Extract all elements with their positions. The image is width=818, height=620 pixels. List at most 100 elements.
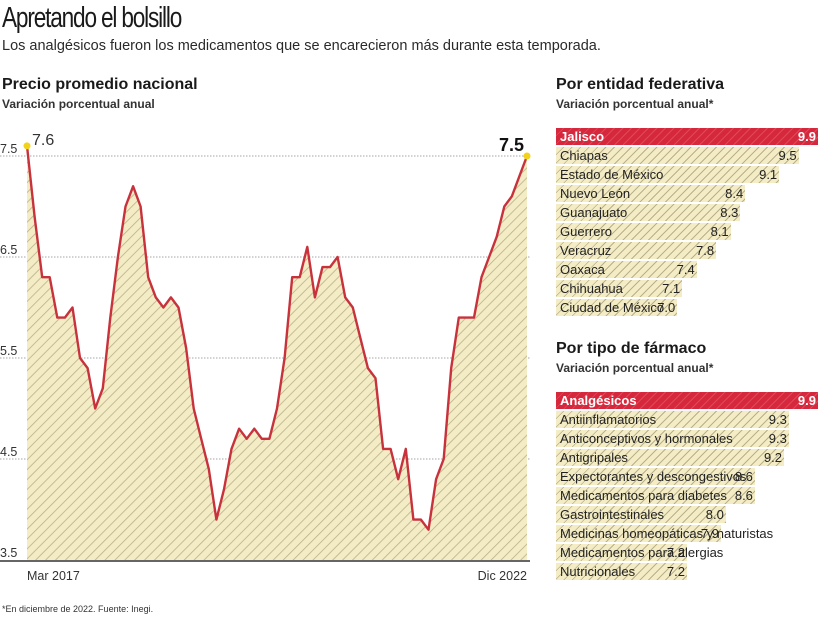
state-bar [556,128,818,145]
drug-bar-row: Medicamentos para alergias 7.2 [556,543,818,562]
drug-bar-value: 9.9 [797,393,816,408]
state-bar [556,299,678,316]
state-bar-label: Ciudad de México [560,300,665,315]
state-bar-value: 7.8 [696,243,715,258]
drug-bar-value: 7.2 [666,564,685,579]
line-chart-title: Precio promedio nacional [2,76,198,93]
annotation-end: 7.5 [499,135,524,155]
y-tick-label: 6.5 [0,243,17,257]
drug-bar-value: 7.9 [700,526,719,541]
state-bar-label: Nuevo León [560,186,631,201]
state-bar-label: Chihuahua [560,281,623,296]
state-bar-value: 9.1 [759,167,778,182]
state-bar-row: Guanajuato 8.3 [556,203,818,222]
drug-bar-chart: Analgésicos 9.9 Antiinflamatorios 9.3 Antico… [556,391,818,581]
state-bar-value: 7.0 [657,300,676,315]
state-bar [556,185,746,202]
state-bar-label: Estado de México [560,167,664,182]
drug-bar-row: Anticonceptivos y hormonales 9.3 [556,429,818,448]
y-tick-label: 7.5 [0,142,17,156]
y-tick-label: 5.5 [0,344,17,358]
state-chart-subtitle: Variación porcentual anual* [556,97,714,111]
state-bar-row: Estado de México 9.1 [556,165,818,184]
drug-bar-value: 7.2 [666,545,685,560]
state-bar [556,280,683,297]
drug-bar-value: 8.6 [734,469,753,484]
drug-bar-label: Medicamentos para diabetes [560,488,727,503]
drug-chart-subtitle: Variación porcentual anual* [556,361,714,375]
state-bar-row: Oaxaca 7.4 [556,260,818,279]
state-bar-row: Veracruz 7.8 [556,241,818,260]
drug-bar-label: Gastrointestinales [560,507,665,522]
state-bar-value: 9.5 [778,148,797,163]
page-title: Apretando el bolsillo [2,2,182,34]
footnote: *En diciembre de 2022. Fuente: Inegi. [2,604,154,614]
drug-bar [556,563,687,580]
drug-bar-value: 9.3 [768,412,787,427]
state-bar-value: 7.4 [676,262,695,277]
drug-bar-label: Anticonceptivos y hormonales [560,431,733,446]
drug-bar-value: 9.2 [763,450,783,465]
state-bar-value: 8.1 [710,224,729,239]
y-tick-label: 3.5 [0,546,17,560]
drug-bar [556,506,726,523]
drug-bar-row: Antigripales 9.2 [556,448,818,467]
drug-bar-label: Medicinas homeopáticas y naturistas [560,526,774,541]
drug-bar-row: Medicamentos para diabetes 8.6 [556,486,818,505]
state-bar-value: 7.1 [662,281,681,296]
end-point [523,152,531,160]
drug-bar [556,468,755,485]
drug-bar-value: 8.0 [705,507,724,522]
line-chart-subtitle: Variación porcentual anual [2,97,155,111]
drug-bar [556,544,687,561]
drug-bar-label: Nutricionales [560,564,636,579]
state-bar-label: Jalisco [560,129,605,144]
state-bar-row: Ciudad de México 7.0 [556,298,818,317]
x-tick-end: Dic 2022 [478,569,527,583]
drug-bar-label: Antiinflamatorios [560,412,657,427]
drug-bar-label: Medicamentos para alergias [560,545,724,560]
state-bar-label: Oaxaca [560,262,605,277]
drug-bar-label: Antigripales [560,450,628,465]
page-subtitle: Los analgésicos fueron los medicamentos … [2,38,601,54]
state-bar-row: Guerrero 8.1 [556,222,818,241]
state-bar [556,242,717,259]
drug-bar-value: 8.6 [734,488,753,503]
state-bar-label: Guerrero [560,224,613,239]
state-bar-row: Nuevo León 8.4 [556,184,818,203]
state-bar-value: 8.4 [725,186,744,201]
state-bar-label: Guanajuato [560,205,628,220]
state-bar-row: Jalisco 9.9 [556,127,818,146]
annotation-start: 7.6 [32,132,54,149]
state-bar-label: Chiapas [560,148,608,163]
drug-bar [556,411,789,428]
x-tick-start: Mar 2017 [27,569,80,583]
state-bar-row: Chihuahua 7.1 [556,279,818,298]
drug-bar-label: Analgésicos [560,393,637,408]
state-bar-row: Chiapas 9.5 [556,146,818,165]
drug-bar [556,487,755,504]
line-chart: 3.5 4.5 5.5 6.5 7.5 Mar 2017 Dic 2022 7.6 7.… [0,132,531,583]
drug-bar [556,430,789,447]
state-bar-value: 8.3 [720,205,739,220]
drug-bar [556,449,785,466]
drug-bar-row: Antiinflamatorios 9.3 [556,410,818,429]
state-bar [556,223,731,240]
start-point [23,142,31,150]
drug-bar-label: Expectorantes y descongestivos [560,469,747,484]
drug-bar-row: Gastrointestinales 8.0 [556,505,818,524]
drug-bar-row: Medicinas homeopáticas y naturistas 7.9 [556,524,818,543]
drug-bar-row: Nutricionales 7.2 [556,562,818,581]
state-chart-title: Por entidad federativa [556,76,725,93]
state-bar [556,204,741,221]
state-bar [556,147,799,164]
drug-bar [556,525,721,542]
series-line [25,145,529,531]
drug-bar [556,392,818,409]
state-bar-chart: Jalisco 9.9 Chiapas 9.5 Estado de México 9.1 N… [556,127,818,317]
area-fill [27,145,527,560]
state-bar-value: 9.9 [797,129,816,144]
drug-bar-value: 9.3 [768,431,787,446]
drug-bar-row: Analgésicos 9.9 [556,391,818,410]
y-tick-label: 4.5 [0,445,17,459]
